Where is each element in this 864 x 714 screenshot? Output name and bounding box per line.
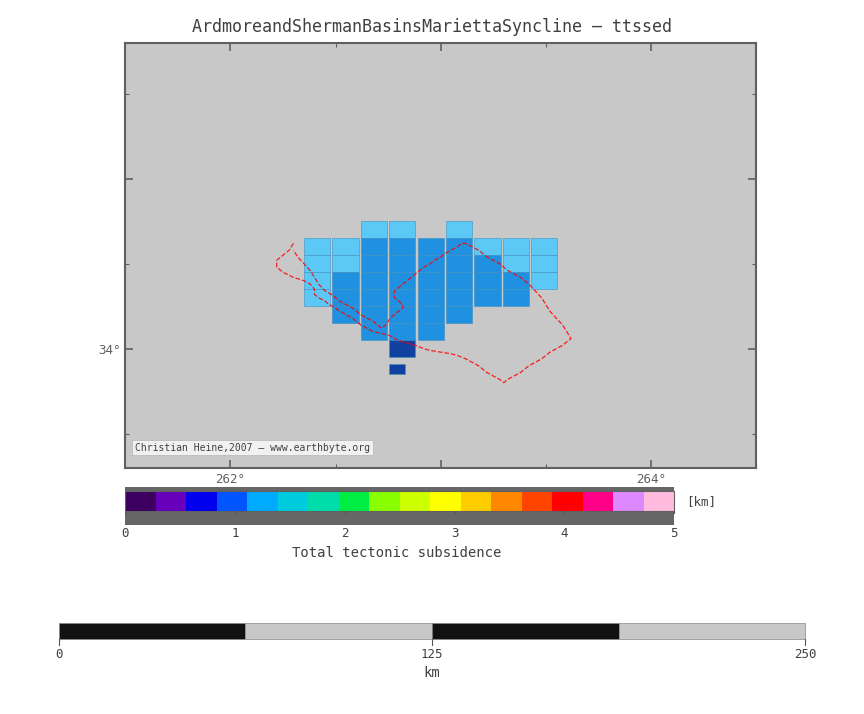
Bar (446, 221, 473, 238)
Bar (446, 272, 473, 289)
Bar (491, 491, 522, 511)
Bar (531, 238, 557, 256)
Text: ArdmoreandShermanBasinsMariettaSyncline – ttssed: ArdmoreandShermanBasinsMariettaSyncline … (192, 18, 672, 36)
Bar (125, 511, 674, 525)
Bar (389, 306, 416, 323)
Text: 0: 0 (55, 648, 62, 660)
Text: 125: 125 (421, 648, 443, 660)
Bar (474, 289, 500, 306)
Bar (446, 289, 473, 306)
Bar (446, 238, 473, 256)
Bar (389, 255, 416, 272)
Bar (187, 491, 217, 511)
Text: 0: 0 (122, 527, 129, 540)
Bar (156, 491, 187, 511)
Bar (361, 238, 387, 256)
Bar (474, 255, 500, 272)
Bar (619, 623, 805, 639)
Bar (389, 323, 416, 340)
Bar (361, 255, 387, 272)
Bar (125, 491, 156, 511)
Bar (474, 272, 500, 289)
Text: 3: 3 (451, 527, 458, 540)
Text: km: km (423, 666, 441, 680)
Bar (430, 491, 461, 511)
Bar (361, 306, 387, 323)
Bar (446, 306, 473, 323)
Bar (361, 272, 387, 289)
Bar (389, 238, 416, 256)
Bar (417, 255, 444, 272)
Bar (361, 289, 387, 306)
Bar (59, 623, 245, 639)
Bar (333, 238, 359, 256)
Bar (389, 340, 416, 357)
Bar (308, 491, 339, 511)
Bar (247, 491, 277, 511)
Bar (503, 255, 529, 272)
Bar (531, 255, 557, 272)
Bar (552, 491, 582, 511)
Bar (304, 238, 330, 256)
Text: 250: 250 (794, 648, 816, 660)
Bar (474, 238, 500, 256)
Bar (369, 491, 400, 511)
Bar (389, 364, 405, 374)
Bar (446, 255, 473, 272)
Bar (613, 491, 644, 511)
Text: Christian Heine,2007 – www.earthbyte.org: Christian Heine,2007 – www.earthbyte.org (135, 443, 370, 453)
Bar (304, 255, 330, 272)
Bar (333, 306, 359, 323)
Text: 2: 2 (341, 527, 348, 540)
Bar (503, 289, 529, 306)
Bar (582, 491, 613, 511)
Bar (125, 488, 674, 491)
Text: 1: 1 (232, 527, 238, 540)
Bar (125, 491, 674, 511)
Bar (389, 272, 416, 289)
Bar (461, 491, 491, 511)
Bar (432, 623, 619, 639)
Text: 4: 4 (561, 527, 568, 540)
Bar (277, 491, 308, 511)
Bar (333, 289, 359, 306)
Bar (361, 323, 387, 340)
Text: Total tectonic subsidence: Total tectonic subsidence (292, 546, 501, 560)
Bar (503, 238, 529, 256)
Bar (389, 221, 416, 238)
Bar (644, 491, 674, 511)
Bar (333, 255, 359, 272)
Bar (400, 491, 430, 511)
Bar (245, 623, 432, 639)
Bar (417, 306, 444, 323)
Bar (304, 289, 330, 306)
Bar (339, 491, 369, 511)
Bar (217, 491, 247, 511)
Bar (522, 491, 552, 511)
Bar (531, 272, 557, 289)
Bar (304, 272, 330, 289)
Bar (361, 221, 387, 238)
Bar (333, 272, 359, 289)
Bar (389, 289, 416, 306)
Bar (503, 272, 529, 289)
Text: 5: 5 (670, 527, 677, 540)
Text: [km]: [km] (687, 495, 716, 508)
Bar (417, 272, 444, 289)
Bar (417, 238, 444, 256)
Bar (417, 289, 444, 306)
Bar (417, 323, 444, 340)
